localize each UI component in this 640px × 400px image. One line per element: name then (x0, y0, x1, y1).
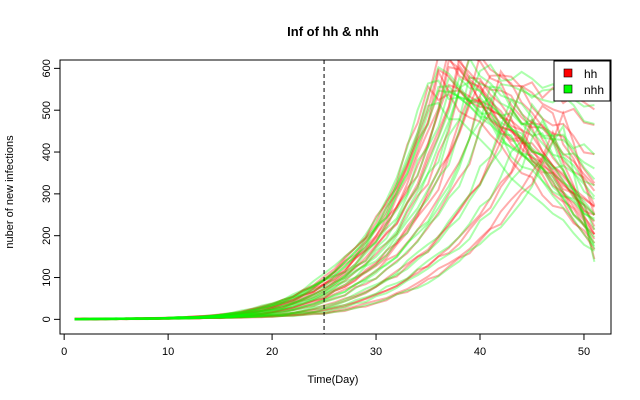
series-line-nhh-26 (74, 88, 596, 321)
y-tick-label: 300 (41, 185, 53, 203)
series-line-hh-20 (74, 60, 596, 321)
legend-label-hh: hh (584, 67, 597, 81)
y-axis-label: nuber of new infections (4, 135, 16, 249)
series-line-nhh-38 (74, 60, 595, 321)
series-line-nhh-33 (74, 97, 596, 321)
series-line-nhh-32 (74, 65, 596, 321)
series-line-nhh-41 (74, 99, 596, 321)
legend-label-nhh: nhh (584, 83, 604, 97)
series-line-hh-9 (74, 83, 595, 321)
series-line-hh-1 (74, 60, 596, 321)
chart-title: Inf of hh & nhh (287, 24, 379, 39)
y-axis: 0 100 200 300 400 500 600 (41, 59, 61, 322)
series-line-nhh-31 (74, 83, 595, 321)
series-line-hh-16 (74, 100, 596, 321)
series-line-hh-5 (74, 60, 596, 321)
legend-box (553, 60, 611, 102)
series-line-hh-19 (74, 117, 596, 321)
series-line-nhh-35 (74, 76, 596, 321)
series-line-nhh-25 (74, 76, 596, 321)
series-line-hh-7 (74, 84, 596, 321)
series-line-hh-22 (74, 129, 596, 321)
series-line-hh-11 (74, 60, 596, 321)
x-tick-label: 30 (370, 346, 382, 358)
x-tick-label: 40 (474, 346, 486, 358)
series-line-nhh-42 (74, 123, 596, 321)
series-line-hh-2 (74, 60, 596, 321)
series-line-hh-6 (74, 80, 596, 321)
series-lines (74, 60, 596, 321)
series-line-nhh-28 (74, 63, 595, 321)
x-tick-label: 20 (266, 346, 278, 358)
series-line-hh-15 (74, 110, 596, 321)
series-line-nhh-30 (74, 85, 595, 321)
x-axis: 0 10 20 30 40 50 (61, 333, 590, 358)
series-line-nhh-24 (74, 89, 596, 321)
series-line-nhh-29 (74, 101, 595, 321)
series-line-hh-13 (74, 81, 595, 321)
series-line-hh-12 (74, 68, 595, 321)
series-line-hh-10 (74, 68, 595, 321)
series-line-hh-8 (74, 74, 595, 321)
series-line-hh-21 (74, 65, 596, 321)
series-line-hh-14 (74, 104, 596, 321)
x-tick-label: 0 (61, 346, 67, 358)
series-line-nhh-23 (74, 79, 595, 321)
series-line-nhh-36 (74, 88, 596, 321)
series-line-nhh-39 (74, 83, 595, 321)
series-line-nhh-27 (74, 74, 595, 321)
series-line-hh-4 (74, 68, 596, 321)
legend: hh nhh (553, 60, 611, 102)
series-line-nhh-40 (74, 85, 595, 321)
series-line-nhh-37 (74, 118, 596, 321)
legend-swatch-hh (563, 68, 573, 78)
x-tick-label: 10 (162, 346, 174, 358)
series-line-hh-3 (74, 63, 596, 321)
series-line-nhh-34 (74, 102, 596, 320)
series-line-hh-18 (74, 60, 596, 321)
y-tick-label: 100 (41, 268, 53, 286)
x-tick-label: 50 (578, 346, 590, 358)
y-tick-label: 500 (41, 101, 53, 119)
y-tick-label: 600 (41, 59, 53, 77)
series-line-hh-17 (74, 107, 596, 321)
y-tick-label: 200 (41, 227, 53, 245)
x-axis-label: Time(Day) (308, 374, 359, 386)
y-tick-label: 400 (41, 143, 53, 161)
y-tick-label: 0 (41, 316, 53, 322)
legend-swatch-nhh (563, 84, 573, 94)
